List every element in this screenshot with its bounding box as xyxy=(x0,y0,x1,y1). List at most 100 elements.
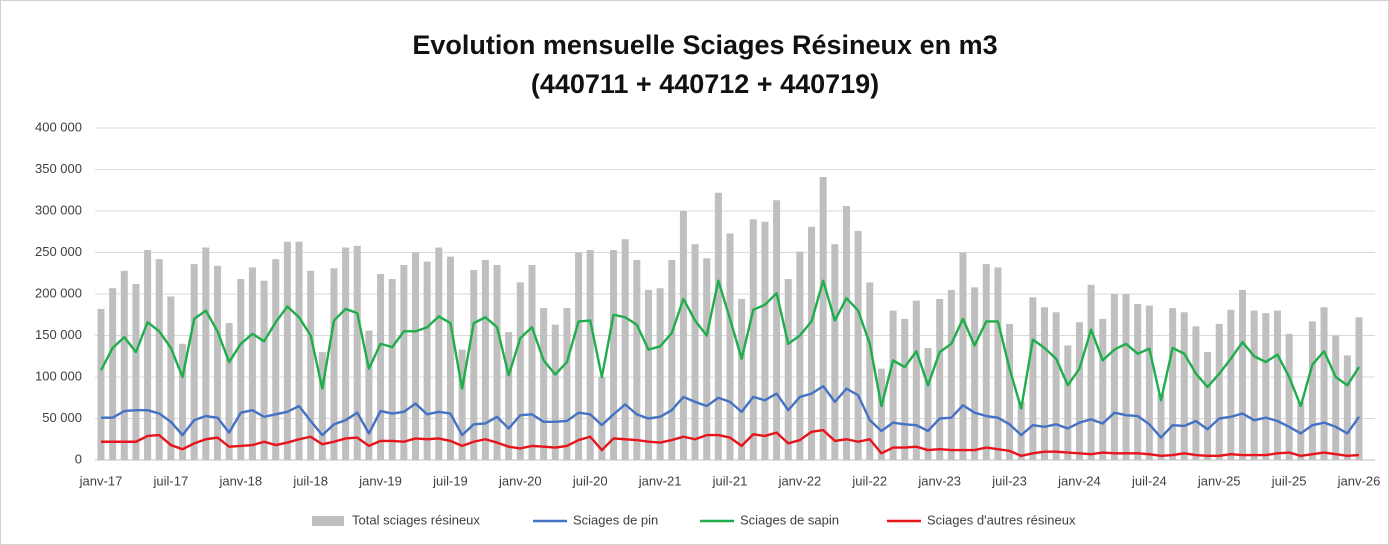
bar xyxy=(1169,308,1177,460)
bar xyxy=(1017,401,1025,460)
bar xyxy=(1250,310,1258,460)
bar xyxy=(155,259,163,460)
x-tick-label: juil-17 xyxy=(153,473,189,488)
bar xyxy=(167,296,175,460)
bar xyxy=(505,332,513,460)
bar xyxy=(283,241,291,460)
bar xyxy=(1204,352,1212,460)
bar xyxy=(1297,401,1305,460)
bar xyxy=(971,287,979,460)
bar xyxy=(1332,335,1340,460)
bar xyxy=(144,250,152,460)
bar xyxy=(936,298,944,460)
bar xyxy=(982,264,990,460)
bar xyxy=(295,241,303,460)
line-series xyxy=(99,279,1361,410)
bar xyxy=(1180,312,1188,460)
x-tick-label: janv-18 xyxy=(218,473,262,488)
bar xyxy=(493,264,501,460)
bar xyxy=(400,264,408,460)
bar xyxy=(1273,310,1281,460)
x-tick-label: janv-17 xyxy=(79,473,123,488)
bar xyxy=(796,251,804,460)
x-tick-label: juil-24 xyxy=(1131,473,1167,488)
x-tick-label: janv-19 xyxy=(358,473,402,488)
bar xyxy=(1006,323,1014,460)
bar xyxy=(808,226,816,460)
bar xyxy=(528,264,536,460)
line-series xyxy=(101,428,1360,458)
bar xyxy=(190,264,198,460)
legend-swatch xyxy=(312,516,344,526)
bar xyxy=(959,252,967,460)
legend-label: Total sciages résineux xyxy=(352,512,480,527)
bar xyxy=(1099,318,1107,460)
bar xyxy=(1192,326,1200,460)
bar xyxy=(132,284,140,460)
x-tick-label: juil-18 xyxy=(292,473,328,488)
bar xyxy=(551,324,559,460)
y-tick-label: 400 000 xyxy=(35,119,82,134)
bar xyxy=(1355,317,1363,460)
bar xyxy=(388,279,396,460)
legend-label: Sciages d'autres résineux xyxy=(927,512,1076,527)
bar xyxy=(202,247,210,460)
bar xyxy=(703,258,711,460)
bar xyxy=(1145,305,1153,460)
bar xyxy=(761,221,769,460)
x-tick-label: janv-23 xyxy=(917,473,961,488)
bar xyxy=(563,308,571,460)
y-tick-label: 0 xyxy=(75,451,82,466)
bar xyxy=(1064,345,1072,460)
x-tick-label: janv-22 xyxy=(778,473,822,488)
bar xyxy=(714,192,722,461)
bar xyxy=(307,270,315,460)
bar xyxy=(516,282,524,460)
bar xyxy=(1308,321,1316,460)
x-tick-label: juil-23 xyxy=(991,473,1027,488)
bar xyxy=(213,265,221,460)
bar xyxy=(260,280,268,460)
bar xyxy=(924,347,932,460)
bar xyxy=(994,267,1002,460)
bar xyxy=(1343,355,1351,460)
bar xyxy=(248,267,256,460)
bar xyxy=(901,318,909,460)
bar xyxy=(540,308,548,460)
bar xyxy=(481,259,489,460)
bar xyxy=(854,230,862,460)
bar xyxy=(726,233,734,460)
bar xyxy=(342,247,350,460)
bar xyxy=(575,252,583,460)
bar xyxy=(842,206,850,460)
bar xyxy=(1320,307,1328,460)
bar xyxy=(1134,303,1142,460)
bar xyxy=(272,259,280,460)
y-tick-label: 350 000 xyxy=(35,161,82,176)
bar xyxy=(109,288,117,460)
bar xyxy=(353,245,361,460)
x-tick-label: juil-19 xyxy=(432,473,468,488)
bar xyxy=(610,250,618,460)
bar xyxy=(633,259,641,460)
bar xyxy=(1087,284,1095,460)
bar xyxy=(377,274,385,460)
bar xyxy=(889,310,897,460)
bar xyxy=(598,377,606,460)
bar xyxy=(819,176,827,460)
y-tick-label: 100 000 xyxy=(35,368,82,383)
bar xyxy=(1052,312,1060,460)
bar xyxy=(237,279,245,460)
bar xyxy=(435,247,443,460)
y-tick-label: 200 000 xyxy=(35,285,82,300)
bar xyxy=(586,250,594,460)
legend-label: Sciages de pin xyxy=(573,512,658,527)
bar xyxy=(1215,323,1223,460)
bar xyxy=(1075,322,1083,460)
y-tick-label: 300 000 xyxy=(35,202,82,217)
bar xyxy=(1122,294,1130,460)
y-tick-label: 150 000 xyxy=(35,327,82,342)
x-tick-label: janv-21 xyxy=(638,473,682,488)
x-tick-label: juil-22 xyxy=(851,473,887,488)
bar xyxy=(1041,307,1048,460)
